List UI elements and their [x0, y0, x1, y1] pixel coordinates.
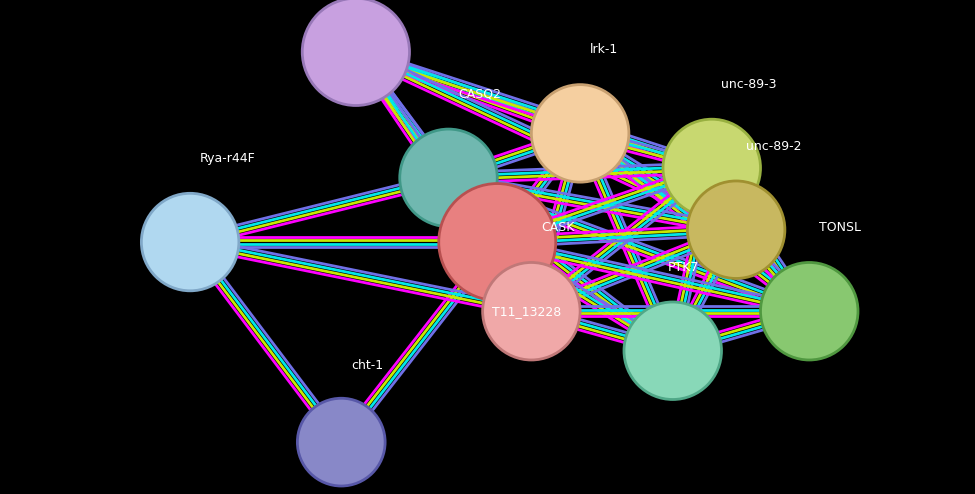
Ellipse shape	[302, 0, 410, 106]
Text: CASK: CASK	[541, 221, 574, 234]
Text: unc-89-3: unc-89-3	[722, 78, 777, 91]
Ellipse shape	[400, 129, 497, 227]
Ellipse shape	[687, 181, 785, 279]
Ellipse shape	[663, 119, 760, 217]
Ellipse shape	[531, 84, 629, 182]
Ellipse shape	[141, 193, 239, 291]
Ellipse shape	[297, 398, 385, 486]
Ellipse shape	[483, 262, 580, 360]
Text: Rya-r44F: Rya-r44F	[200, 152, 255, 165]
Ellipse shape	[760, 262, 858, 360]
Text: PTK7: PTK7	[668, 261, 699, 274]
Ellipse shape	[624, 302, 722, 400]
Ellipse shape	[439, 184, 556, 300]
Text: lrk-1: lrk-1	[590, 43, 618, 56]
Text: cht-1: cht-1	[351, 359, 383, 372]
Text: T11_13228: T11_13228	[492, 305, 562, 319]
Text: TONSL: TONSL	[819, 221, 861, 234]
Text: CASQ2: CASQ2	[458, 87, 501, 100]
Text: unc-89-2: unc-89-2	[746, 140, 801, 153]
